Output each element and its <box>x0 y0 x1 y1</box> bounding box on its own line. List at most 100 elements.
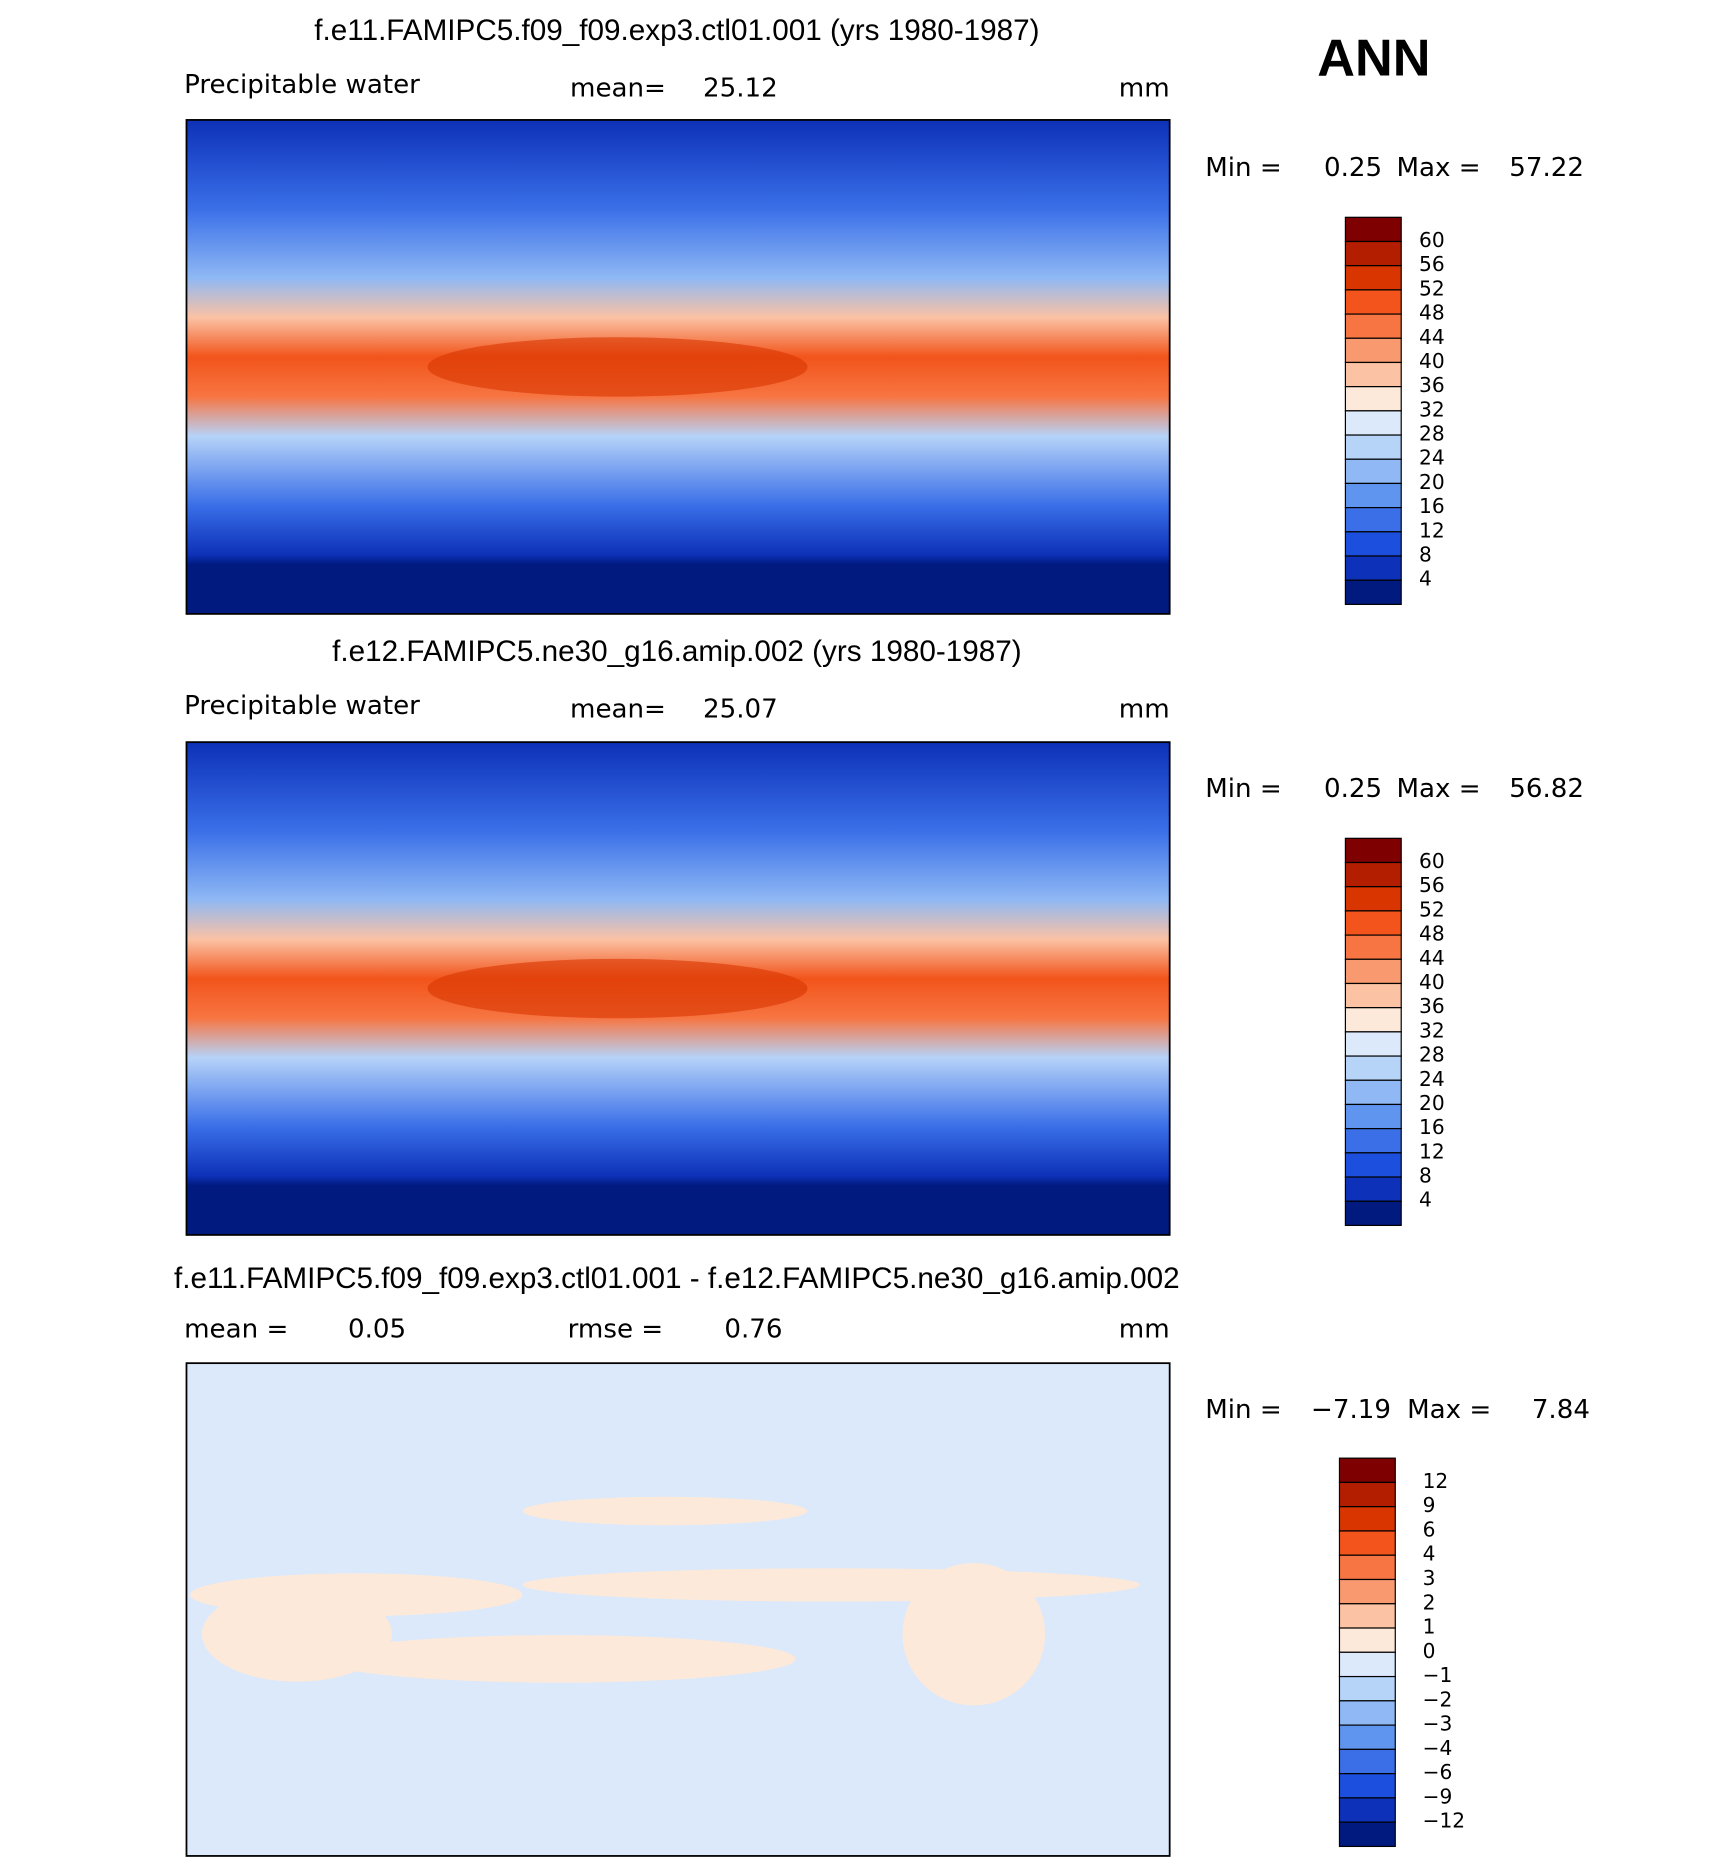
colorbar-label: 52 <box>1419 276 1445 300</box>
colorbar-label: 60 <box>1419 849 1445 873</box>
colorbar-label: 44 <box>1419 946 1445 970</box>
colorbar-label: 32 <box>1419 397 1445 421</box>
colorbar-box <box>1338 1530 1396 1556</box>
colorbar-label: 2 <box>1423 1590 1436 1614</box>
colorbar-box <box>1344 1128 1402 1154</box>
colorbar-box <box>1344 982 1402 1009</box>
colorbar-box <box>1344 1007 1402 1033</box>
max-label: Max = <box>1396 153 1480 183</box>
colorbar-box <box>1338 1481 1396 1508</box>
colorbar-box <box>1344 1200 1402 1227</box>
colorbar-label: 40 <box>1419 349 1445 373</box>
colorbar-label: −2 <box>1423 1687 1453 1711</box>
colorbar-box <box>1344 579 1402 605</box>
map-maximum <box>427 337 808 397</box>
colorbar-label: 6 <box>1423 1517 1436 1541</box>
colorbar-label: 52 <box>1419 897 1445 921</box>
colorbar-box <box>1338 1578 1396 1605</box>
colorbar-label: 12 <box>1419 518 1445 542</box>
colorbar-box <box>1344 958 1402 985</box>
min-label: Min = <box>1205 774 1282 804</box>
colorbar-label: 20 <box>1419 470 1445 494</box>
colorbar-box <box>1344 289 1402 315</box>
season-label: ANN <box>1317 30 1430 88</box>
colorbar-box <box>1344 1079 1402 1106</box>
mean-label: mean= <box>570 695 666 725</box>
min-value: 0.25 <box>1324 774 1382 804</box>
map-anomaly <box>320 1635 796 1683</box>
max-value: 56.82 <box>1509 774 1584 804</box>
colorbar-box <box>1338 1675 1396 1702</box>
colorbar-box <box>1344 1103 1402 1130</box>
colorbar-box <box>1338 1797 1396 1823</box>
colorbar-label: −6 <box>1423 1760 1453 1784</box>
min-label: Min = <box>1205 153 1282 183</box>
colorbar-box <box>1344 1055 1402 1081</box>
colorbar-box <box>1344 361 1402 388</box>
units: mm <box>1119 74 1170 104</box>
max-value: 7.84 <box>1532 1395 1590 1425</box>
mean-value: 25.07 <box>703 695 778 725</box>
colorbar-box <box>1338 1457 1396 1484</box>
colorbar-box <box>1344 1152 1402 1178</box>
colorbar-label: 40 <box>1419 970 1445 994</box>
colorbar-label: 0 <box>1423 1639 1436 1663</box>
colorbar-box <box>1338 1773 1396 1799</box>
panel-subtitle: Precipitable water <box>184 691 420 721</box>
colorbar-label: 48 <box>1419 301 1445 325</box>
colorbar-box <box>1344 410 1402 436</box>
max-label: Max = <box>1407 1395 1491 1425</box>
colorbar-label: 1 <box>1423 1615 1436 1639</box>
colorbar-label: 36 <box>1419 994 1445 1018</box>
colorbar-label: 56 <box>1419 873 1445 897</box>
colorbar-box <box>1344 1176 1402 1202</box>
map-anomaly <box>201 1586 392 1682</box>
colorbar-label: 4 <box>1419 1188 1432 1212</box>
colorbar-label: 4 <box>1423 1542 1436 1566</box>
min-value: 0.25 <box>1324 153 1382 183</box>
colorbar-label: −3 <box>1423 1712 1453 1736</box>
colorbar-box <box>1338 1603 1396 1629</box>
colorbar-label: 32 <box>1419 1018 1445 1042</box>
map-anomaly <box>522 1568 1140 1602</box>
min-label: Min = <box>1205 1395 1282 1425</box>
colorbar-box <box>1338 1724 1396 1750</box>
units: mm <box>1119 695 1170 725</box>
colorbar-box <box>1338 1554 1396 1581</box>
map-frame <box>185 1362 1171 1857</box>
colorbar-label: 3 <box>1423 1566 1436 1590</box>
colorbar-label: 56 <box>1419 252 1445 276</box>
colorbar-box <box>1344 337 1402 364</box>
panel-title: f.e12.FAMIPC5.ne30_g16.amip.002 (yrs 198… <box>332 635 1021 668</box>
colorbar-label: 9 <box>1423 1493 1436 1517</box>
colorbar-box <box>1344 861 1402 888</box>
colorbar-box <box>1344 507 1402 533</box>
colorbar-box <box>1338 1506 1396 1532</box>
mean-value: 0.05 <box>348 1314 406 1344</box>
colorbar-box <box>1344 313 1402 339</box>
colorbar-box <box>1338 1651 1396 1678</box>
colorbar-label: 4 <box>1419 567 1432 591</box>
colorbar-box <box>1344 531 1402 557</box>
colorbar-label: 16 <box>1419 494 1445 518</box>
colorbar-label: 16 <box>1419 1115 1445 1139</box>
colorbar-box <box>1338 1748 1396 1775</box>
colorbar-box <box>1344 555 1402 581</box>
colorbar-box <box>1344 434 1402 460</box>
rmse-label: rmse = <box>568 1314 664 1344</box>
units: mm <box>1119 1314 1170 1344</box>
map-maximum <box>427 958 808 1019</box>
colorbar-box <box>1344 458 1402 485</box>
panel-title: f.e11.FAMIPC5.f09_f09.exp3.ctl01.001 - f… <box>174 1262 1180 1295</box>
max-label: Max = <box>1396 774 1480 804</box>
colorbar-label: 24 <box>1419 1067 1445 1091</box>
colorbar-box <box>1344 386 1402 412</box>
colorbar-box <box>1344 482 1402 509</box>
colorbar-box <box>1344 265 1402 291</box>
colorbar-box <box>1338 1700 1396 1726</box>
colorbar-box <box>1344 886 1402 912</box>
max-value: 57.22 <box>1509 153 1584 183</box>
mean-value: 25.12 <box>703 74 778 104</box>
map-frame <box>185 119 1171 615</box>
colorbar-label: 44 <box>1419 325 1445 349</box>
